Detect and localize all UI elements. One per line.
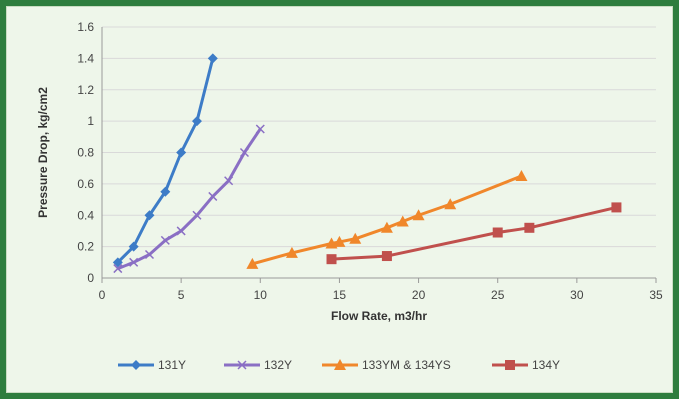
data-point [349,232,362,244]
y-tick-label: 1.4 [77,51,94,65]
legend-entry: 131Y [118,358,186,372]
x-axis-title: Flow Rate, m3/hr [331,309,427,323]
data-point [396,215,409,227]
data-point [380,221,393,233]
data-point [326,254,337,265]
line-chart: 0 0.2 0.4 0.6 0.8 1 1.2 1.4 1.6 0 5 10 15 20 25 30 35 Fl… [36,20,663,372]
data-point [444,198,457,210]
legend-entry: 133YM & 134YS [322,358,451,372]
legend-label: 134Y [532,358,560,372]
y-tick-label: 0.4 [77,208,94,222]
legend-entry: 132Y [224,358,292,372]
y-tick-label: 0 [87,271,94,285]
legend-swatch-marker [237,360,247,370]
data-point [381,251,392,262]
x-tick-label: 30 [570,288,584,302]
x-tick-label: 10 [254,288,268,302]
data-point [224,176,234,186]
y-tick-label: 1.6 [77,20,94,34]
series-3 [326,202,622,265]
data-point [113,264,123,274]
legend-swatch-marker [131,360,141,370]
data-point [492,227,503,238]
series-line [116,58,215,264]
data-point [144,249,155,259]
data-point [160,186,171,197]
x-tick-label: 35 [649,288,663,302]
data-point [129,257,139,267]
data-point [611,202,622,213]
series-layer [112,53,622,274]
y-tick-label: 0.8 [77,146,94,160]
legend-label: 133YM & 134YS [362,358,451,372]
x-tick-label: 0 [99,288,106,302]
legend-label: 131Y [158,358,186,372]
data-point [515,170,528,182]
data-point [239,147,249,158]
legend: 131Y 132Y 133YM & 134YS 134Y [118,358,560,372]
y-tick-label: 0.2 [77,240,94,254]
y-tick-label: 1.2 [77,83,94,97]
data-point [112,257,123,268]
data-point [255,124,265,134]
data-point [144,210,155,221]
data-point [176,147,187,158]
data-point [208,191,218,201]
data-point [285,246,298,258]
legend-swatch-marker [334,359,346,370]
series-2 [246,170,528,269]
data-point [524,222,535,233]
chart-frame: 0 0.2 0.4 0.6 0.8 1 1.2 1.4 1.6 0 5 10 15 20 25 30 35 Fl… [6,6,673,393]
data-point [128,241,139,252]
legend-entry: 134Y [492,358,560,372]
data-point [207,53,218,64]
series-line [251,174,523,266]
data-point [333,235,346,247]
data-point [160,235,170,245]
data-point [412,209,425,221]
legend-label: 132Y [264,358,292,372]
data-point [191,116,202,127]
y-axis-title: Pressure Drop, kg/cm2 [36,87,50,218]
x-tick-label: 25 [491,288,505,302]
series-0 [112,53,218,268]
x-tick-label: 20 [412,288,426,302]
series-1 [113,124,265,274]
x-tick-label: 15 [333,288,347,302]
axes: 0 0.2 0.4 0.6 0.8 1 1.2 1.4 1.6 0 5 10 15 20 25 30 35 [77,20,663,302]
y-tick-label: 1 [87,114,94,128]
data-point [246,257,259,269]
data-point [176,226,186,236]
data-point [192,210,202,220]
grid-lines [102,26,656,248]
x-tick-label: 5 [178,288,185,302]
legend-swatch-marker [505,360,515,370]
y-tick-label: 0.6 [77,177,94,191]
series-line [117,128,262,270]
